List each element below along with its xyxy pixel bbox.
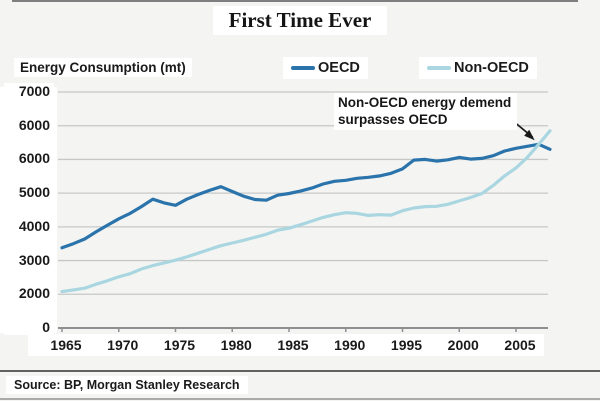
- x-tick-label: 1980: [214, 337, 259, 353]
- chart-title-container: First Time Ever: [0, 6, 600, 35]
- legend-item-nonoecd: Non-OECD: [419, 57, 537, 79]
- x-tick-label: 1985: [271, 337, 315, 353]
- y-tick-label: 3000: [4, 251, 54, 268]
- y-tick-label: 6000: [4, 116, 54, 133]
- x-tick-label: 1975: [157, 337, 202, 353]
- y-tick-label: 4000: [4, 217, 54, 234]
- y-tick-label: 2000: [4, 285, 54, 302]
- y-tick-label: 5000: [4, 184, 54, 201]
- bottom-divider: [0, 398, 600, 400]
- source-note: Source: BP, Morgan Stanley Research: [6, 376, 248, 394]
- y-tick-label: 0: [4, 319, 54, 335]
- oecd-line: [60, 142, 552, 250]
- chart-title: First Time Ever: [212, 6, 388, 35]
- y-tick-label: 6000: [4, 150, 54, 167]
- y-tick-label: 7000: [4, 83, 54, 99]
- legend-item-oecd: OECD: [283, 57, 368, 79]
- x-tick-label: 2005: [498, 337, 542, 353]
- x-tick-label: 1995: [384, 337, 429, 353]
- crossover-annotation: Non-OECD energy demend surpasses OECD: [334, 93, 518, 130]
- x-tick-label: 2000: [441, 337, 486, 353]
- y-axis-title: Energy Consumption (mt): [14, 58, 192, 77]
- x-tick-label: 1990: [327, 337, 372, 353]
- legend-label-oecd: OECD: [318, 60, 360, 76]
- x-tick-label: 1970: [100, 337, 145, 353]
- non-oecd-line: [60, 129, 552, 294]
- legend-label-nonoecd: Non-OECD: [454, 60, 529, 76]
- annotation-line-1: Non-OECD energy demend: [338, 95, 512, 110]
- annotation-line-2: surpasses OECD: [338, 112, 448, 127]
- annotation-arrowhead: [524, 129, 535, 141]
- oecd-line-swatch: [291, 66, 315, 70]
- top-divider: [12, 0, 578, 2]
- source-divider: [0, 370, 600, 372]
- nonoecd-line-swatch: [427, 66, 451, 70]
- x-tick-label: 1965: [44, 337, 88, 353]
